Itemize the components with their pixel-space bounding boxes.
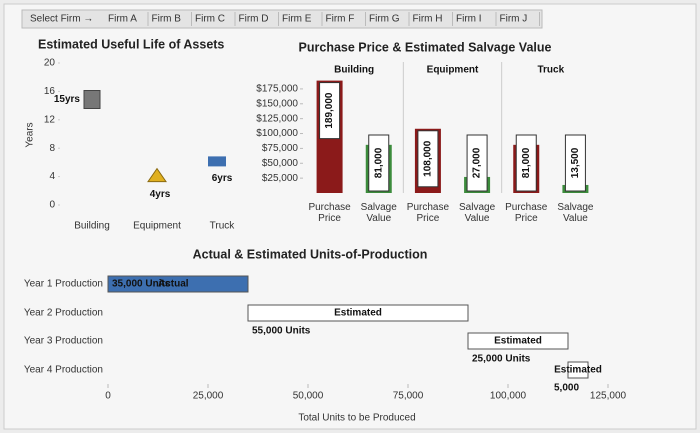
firm-tab[interactable]: Firm H [413, 14, 443, 25]
x-tick-label: 100,000 [490, 391, 527, 402]
status-label: Estimated [554, 365, 602, 376]
x-axis-label: Total Units to be Produced [298, 413, 415, 424]
x-tick-label-line: Purchase [407, 202, 450, 213]
firm-tab[interactable]: Firm D [239, 14, 269, 25]
tab-bar [21, 9, 543, 29]
value-label: 13,500 [570, 147, 581, 178]
value-label: 4yrs [150, 189, 171, 200]
value-label-box [564, 134, 586, 192]
x-tick-label: Salvage Value [459, 202, 496, 224]
value-label: 55,000 Units [252, 326, 311, 337]
building-icon [83, 90, 101, 109]
y-tick-label: $25,000 [262, 173, 299, 184]
x-tick-label: 25,000 [193, 391, 224, 402]
y-tick-label: 4 [49, 171, 55, 182]
x-tick-label-line: Value [563, 213, 588, 224]
value-label: 25,000 Units [472, 354, 531, 365]
x-tick-label-line: Price [515, 213, 538, 224]
chart-title: Actual & Estimated Units-of-Production [193, 247, 428, 261]
x-tick-label: Purchase Price [308, 202, 351, 224]
x-tick-label-line: Salvage [459, 202, 496, 213]
x-tick-label-line: Salvage [557, 202, 594, 213]
group-label: Truck [537, 65, 564, 76]
equipment-icon [147, 167, 167, 183]
y-tick-label: 12 [44, 114, 56, 125]
bar [247, 304, 469, 322]
x-tick-label: Purchase Price [505, 202, 548, 224]
x-tick-label: Salvage Value [557, 202, 594, 224]
y-tick-label: $50,000 [262, 158, 299, 169]
y-tick-label: $150,000 [256, 98, 298, 109]
value-label: 108,000 [423, 140, 434, 177]
bar [567, 361, 589, 379]
x-tick-label-line: Purchase [505, 202, 548, 213]
x-tick-label-line: Value [366, 213, 391, 224]
value-label: 6yrs [212, 173, 233, 184]
value-label-box [319, 82, 341, 140]
y-tick-label: $100,000 [256, 128, 298, 139]
x-tick-label: 125,000 [590, 391, 627, 402]
panel [3, 3, 697, 430]
x-tick-label-line: Price [318, 213, 341, 224]
value-label: 81,000 [373, 147, 384, 178]
y-tick-label: 0 [49, 200, 55, 211]
value-label-box [417, 130, 439, 188]
firm-tab[interactable]: Firm G [369, 14, 400, 25]
y-tick-label: 16 [44, 86, 56, 97]
y-tick-label: $175,000 [256, 84, 298, 95]
x-tick-label: 0 [105, 391, 111, 402]
firm-tab[interactable]: Firm A [108, 14, 137, 25]
x-tick-label-line: Purchase [308, 202, 351, 213]
x-tick-label: Salvage Value [361, 202, 398, 224]
firm-tab[interactable]: Firm B [152, 14, 182, 25]
x-tick-label: 50,000 [293, 391, 324, 402]
row-label: Year 2 Production [24, 308, 103, 319]
x-tick-label: 75,000 [393, 391, 424, 402]
status-label: Estimated [494, 336, 542, 347]
group-label: Equipment [427, 65, 479, 76]
group-label: Building [334, 65, 374, 76]
y-axis-label: Years [25, 122, 36, 147]
y-tick-label: 20 [44, 58, 56, 69]
bar [107, 275, 249, 293]
x-tick-label-line: Price [417, 213, 440, 224]
chart-title: Purchase Price & Estimated Salvage Value [299, 40, 552, 54]
firm-tab[interactable]: Firm C [195, 14, 225, 25]
x-tick-label: Building [74, 221, 110, 232]
status-label: Estimated [334, 308, 382, 319]
value-label-box [368, 134, 390, 192]
value-label: 15yrs [54, 94, 81, 105]
row-label: Year 4 Production [24, 365, 103, 376]
firm-tab[interactable]: Firm E [282, 14, 312, 25]
tab-label: Select Firm → [30, 14, 93, 25]
value-label: 81,000 [521, 147, 532, 178]
x-tick-label: Equipment [133, 221, 181, 232]
value-label: 27,000 [472, 147, 483, 178]
firm-tab[interactable]: Firm I [456, 14, 482, 25]
value-label: 35,000 Units [112, 279, 171, 290]
row-label: Year 1 Production [24, 279, 103, 290]
firm-tab[interactable]: Firm J [500, 14, 528, 25]
status-label: Actual [158, 279, 189, 290]
truck-icon [208, 156, 226, 167]
value-label: 5,000 [554, 383, 579, 394]
y-tick-label: $75,000 [262, 143, 299, 154]
y-tick-label: 8 [49, 143, 55, 154]
value-label-box [515, 134, 537, 192]
x-tick-label: Truck [210, 221, 236, 232]
y-tick-label: $125,000 [256, 113, 298, 124]
x-tick-label-line: Salvage [361, 202, 398, 213]
chart-title: Estimated Useful Life of Assets [38, 37, 224, 51]
firm-tab[interactable]: Firm F [326, 14, 355, 25]
row-label: Year 3 Production [24, 336, 103, 347]
x-tick-label: Purchase Price [407, 202, 450, 224]
bar [467, 332, 569, 350]
value-label: 189,000 [324, 92, 335, 129]
x-tick-label-line: Value [465, 213, 490, 224]
value-label-box [466, 134, 488, 192]
